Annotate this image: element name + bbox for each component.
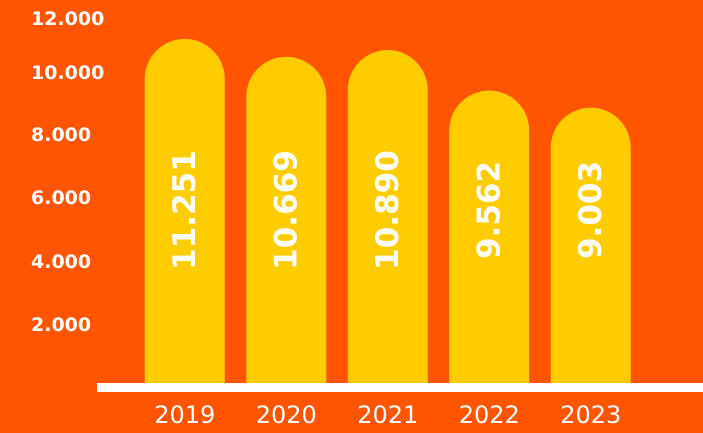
x-tick-label-2022: 2022 [459,401,520,429]
bar-2020 [246,56,327,383]
x-tick-label-2023: 2023 [560,401,621,429]
data-label-2020: 10.669 [268,150,304,270]
bar-2019 [144,38,225,383]
y-tick-label-4000: 4.000 [31,251,91,273]
bar-2023 [550,107,631,383]
y-axis-ticks: 2.000 4.000 6.000 8.000 10.000 12.000 [31,8,104,336]
y-tick-label-8000: 8.000 [31,124,91,146]
x-axis-baseline [97,383,703,392]
bar-2022 [449,90,530,383]
bars-group [144,38,631,383]
bar-2021 [347,49,428,383]
x-axis-ticks: 2019 2020 2021 2022 2023 [154,401,621,429]
x-tick-label-2019: 2019 [154,401,215,429]
data-label-2023: 9.003 [573,161,609,259]
x-tick-label-2020: 2020 [256,401,317,429]
data-label-2022: 9.562 [471,161,507,259]
y-tick-label-12000: 12.000 [31,8,104,30]
y-tick-label-10000: 10.000 [31,62,104,84]
data-label-2021: 10.890 [370,150,406,270]
x-tick-label-2021: 2021 [357,401,418,429]
data-labels-group: 11.251 10.669 10.890 9.562 9.003 [167,150,609,270]
y-tick-label-2000: 2.000 [31,314,91,336]
y-tick-label-6000: 6.000 [31,187,91,209]
data-label-2019: 11.251 [167,150,203,270]
